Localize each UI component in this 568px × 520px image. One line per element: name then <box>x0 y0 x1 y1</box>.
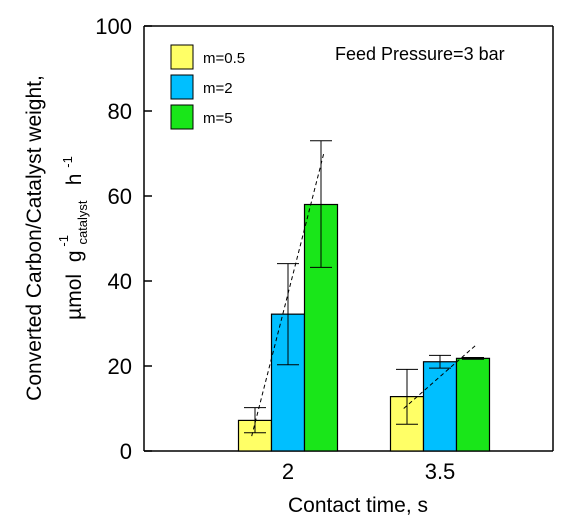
legend-label: m=0.5 <box>203 50 245 67</box>
y-unit-g-sub: catalyst <box>75 200 90 244</box>
feed-pressure-annotation: Feed Pressure=3 bar <box>335 44 505 64</box>
legend-swatch <box>170 44 194 70</box>
legend-label: m=5 <box>203 110 233 127</box>
svg-text:µmol g catalyst: µmol g catalyst -1 h -1 <box>50 156 92 320</box>
x-ticks: 2 3.5 <box>282 444 455 484</box>
legend: m=0.5 m=2 m=5 <box>170 44 245 130</box>
y-tick-label: 100 <box>95 14 132 39</box>
bar <box>455 357 491 452</box>
trend-lines <box>251 151 477 437</box>
bars <box>237 203 491 452</box>
x-tick-label: 3.5 <box>425 459 456 484</box>
y-tick-label: 20 <box>108 354 132 379</box>
error-bars <box>244 140 484 434</box>
y-tick-label: 0 <box>120 439 132 464</box>
y-tick-label: 60 <box>108 184 132 209</box>
legend-label: m=2 <box>203 80 233 97</box>
x-tick-label: 2 <box>282 459 294 484</box>
y-tick-label: 80 <box>108 99 132 124</box>
y-unit-h: h <box>63 174 86 186</box>
y-axis-unit: µmol g catalyst -1 h -1 <box>50 156 92 320</box>
y-unit-umol: µmol <box>63 274 86 320</box>
x-axis-title: Contact time, s <box>288 494 428 517</box>
trend-line <box>403 344 477 409</box>
legend-swatch <box>170 104 194 130</box>
y-unit-g: g <box>63 250 86 262</box>
y-unit-g-sup: -1 <box>56 235 71 247</box>
y-axis-title: Converted Carbon/Catalyst weight, <box>23 75 46 401</box>
y-ticks: 0 20 40 60 80 100 <box>95 14 152 464</box>
legend-swatch <box>170 74 194 100</box>
bar <box>422 361 458 452</box>
y-tick-label: 40 <box>108 269 132 294</box>
y-unit-h-sup: -1 <box>60 156 75 168</box>
